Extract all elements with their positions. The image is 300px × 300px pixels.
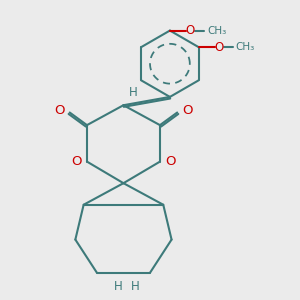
Text: O: O [165,155,175,168]
Text: H: H [128,86,137,99]
Text: O: O [55,104,65,117]
Text: CH₃: CH₃ [236,42,255,52]
Text: O: O [214,40,224,54]
Text: H: H [131,280,140,293]
Text: O: O [71,155,82,168]
Text: O: O [186,24,195,37]
Text: H: H [114,280,123,293]
Text: O: O [182,104,192,117]
Text: CH₃: CH₃ [207,26,226,36]
